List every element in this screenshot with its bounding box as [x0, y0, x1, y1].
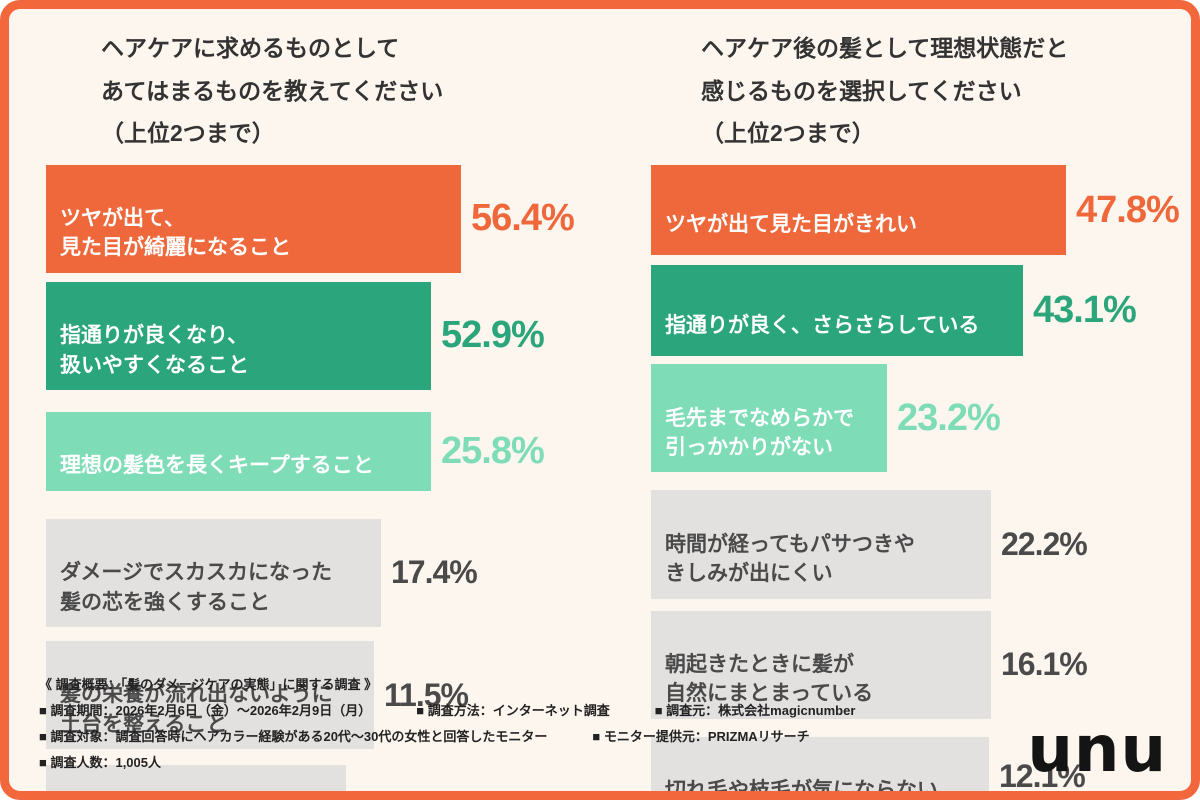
bar-rank1: ツヤが出て、 見た目が綺麗になること — [46, 164, 461, 273]
bar-row: 切れ毛や枝毛が気にならない 12.1% — [651, 736, 1179, 800]
chart-left: ヘアケアに求めるものとして あてはまるものを教えてください （上位2つまで） ツ… — [46, 21, 651, 791]
bar-label: 指通りが良く、さらさらしている — [665, 313, 980, 337]
bar-value: 23.2% — [897, 396, 1001, 439]
bar-value: 17.4% — [391, 554, 478, 591]
bar-other: 次のカラーを綺麗に入れる ための健康な髪を保つこと — [46, 765, 346, 791]
bar-other: 髪の栄養が流れ出ないように 土台を整えること — [46, 640, 374, 750]
bar-other: 時間が経ってもパサつきや きしみが出にくい — [651, 490, 991, 599]
bar-label: 切れ毛や枝毛が気にならない — [665, 779, 938, 800]
chart-right: ヘアケア後の髪として理想状態だと 感じるものを選択してください （上位2つまで）… — [651, 21, 1180, 800]
survey-overview-footer: 《 調査概要：「髪のダメージケアの実態」に関する調査 》 ■ 調査期間：2026… — [39, 677, 1009, 781]
bar-row: ツヤが出て見た目がきれい 47.8% — [651, 164, 1180, 256]
footer-row: ■ 調査期間：2026年2月6日（金）〜2026年2月9日（月） ■ 調査方法：… — [39, 703, 1009, 720]
bar-rank1: ツヤが出て見た目がきれい — [651, 164, 1066, 256]
survey-target: ■ 調査対象：調査回答時にヘアカラー経験がある20代〜30代の女性と回答したモニ… — [39, 729, 548, 745]
monitor-provider: ■ モニター提供元：PRIZMAリサーチ — [592, 729, 810, 745]
bar-row: 毛先までなめらかで 引っかかりがない 23.2% — [651, 364, 1179, 473]
bar-label: ダメージでスカスカになった 髪の芯を強くすること — [60, 561, 332, 614]
bar-rank3: 理想の髪色を長くキープすること — [46, 411, 431, 491]
chart-left-title: ヘアケアに求めるものとして あてはまるものを教えてください （上位2つまで） — [101, 35, 444, 147]
bar-row: 指通りが良く、さらさらしている 43.1% — [651, 265, 1179, 357]
bar-other: ダメージでスカスカになった 髪の芯を強くすること — [46, 518, 381, 627]
bar-value: 22.2% — [1001, 525, 1088, 562]
bar-row: 理想の髪色を長くキープすること 25.8% — [46, 411, 651, 491]
bar-value: 52.9% — [441, 314, 545, 357]
bar-label: ツヤが出て見た目がきれい — [665, 213, 917, 237]
chart-right-title: ヘアケア後の髪として理想状態だと 感じるものを選択してください （上位2つまで） — [701, 35, 1069, 147]
survey-count: ■ 調査人数：1,005人 — [39, 755, 161, 771]
bar-row: ダメージでスカスカになった 髪の芯を強くすること 17.4% — [46, 518, 651, 627]
bar-row: 指通りが良くなり、 扱いやすくなること 52.9% — [46, 281, 651, 390]
unu-logo: unu — [1027, 713, 1167, 787]
bar-label: 朝起きたときに髪が 自然にまとまっている — [665, 652, 874, 706]
bar-rank2: 指通りが良く、さらさらしている — [651, 265, 1023, 357]
bar-value: 12.1% — [999, 757, 1086, 794]
bar-label: ツヤが出て、 見た目が綺麗になること — [60, 207, 291, 260]
survey-period: ■ 調査期間：2026年2月6日（金）〜2026年2月9日（月） — [39, 703, 372, 719]
survey-method: ■ 調査方法：インターネット調査 — [416, 703, 610, 719]
bar-label: 理想の髪色を長くキープすること — [60, 454, 374, 478]
bar-label: 髪の栄養が流れ出ないように 土台を整えること — [60, 683, 333, 736]
bar-value: 25.8% — [441, 429, 545, 472]
bar-row: 朝起きたときに髪が 自然にまとまっている 16.1% — [651, 610, 1179, 719]
bar-label: 指通りが良くなり、 扱いやすくなること — [60, 324, 249, 377]
bar-value: 11.5% — [384, 676, 469, 713]
bar-row: 時間が経ってもパサつきや きしみが出にくい 22.2% — [651, 490, 1179, 599]
survey-source: ■ 調査元：株式会社magicnumber — [654, 703, 856, 719]
footer-row: ■ 調査人数：1,005人 — [39, 755, 1009, 772]
bar-other: 切れ毛や枝毛が気にならない — [651, 736, 989, 800]
bar-value: 56.4% — [471, 197, 575, 240]
bar-value: 43.1% — [1033, 289, 1137, 332]
bar-row: 次のカラーを綺麗に入れる ための健康な髪を保つこと 8.3% — [46, 765, 651, 791]
bar-row: 髪の栄養が流れ出ないように 土台を整えること 11.5% — [46, 640, 651, 750]
bar-row: ツヤが出て、 見た目が綺麗になること 56.4% — [46, 164, 651, 273]
bar-rank2: 指通りが良くなり、 扱いやすくなること — [46, 281, 431, 390]
bar-label: 時間が経ってもパサつきや きしみが出にくい — [665, 532, 915, 586]
charts-container: ヘアケアに求めるものとして あてはまるものを教えてください （上位2つまで） ツ… — [9, 9, 1191, 800]
footer-heading: 《 調査概要：「髪のダメージケアの実態」に関する調査 》 — [39, 677, 378, 693]
bar-label: 毛先までなめらかで 引っかかりがない — [665, 406, 854, 459]
bar-value: 47.8% — [1076, 188, 1180, 231]
bar-rank3: 毛先までなめらかで 引っかかりがない — [651, 364, 887, 473]
bar-other: 朝起きたときに髪が 自然にまとまっている — [651, 610, 991, 719]
footer-row: ■ 調査対象：調査回答時にヘアカラー経験がある20代〜30代の女性と回答したモニ… — [39, 729, 1009, 746]
bar-value: 16.1% — [1001, 646, 1088, 683]
